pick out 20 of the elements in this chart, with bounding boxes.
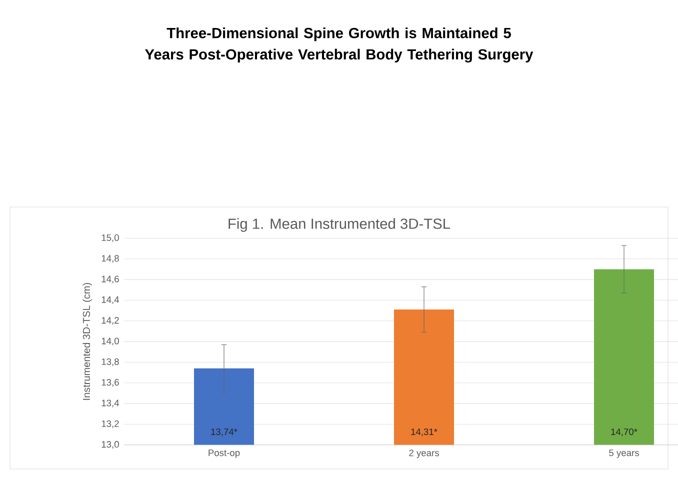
x-tick-label: 5 years — [609, 450, 639, 458]
y-tick-label: 13,6 — [102, 379, 119, 387]
data-label: 14,70* — [611, 428, 638, 436]
data-label: 13,74* — [211, 428, 238, 436]
y-tick-label: 13,4 — [102, 400, 120, 408]
y-tick-label: 14,0 — [102, 338, 119, 346]
y-tick-label: 15,0 — [102, 234, 119, 242]
y-tick-label: 13,8 — [102, 358, 119, 366]
y-tick-label: 14,2 — [102, 317, 119, 325]
x-tick-label: Post-op — [208, 450, 240, 458]
y-axis-title: Instrumented 3D-TSL (cm) — [82, 283, 92, 400]
y-tick-label: 14,8 — [102, 255, 119, 263]
chart-title: Three-Dimensional Spine Growth is Maintained 5 Years Post-Operative Vertebral Body Tethering Surgery — [144, 27, 534, 63]
chart-subtitle: Fig 1. Mean Instrumented 3D-TSL — [228, 218, 450, 232]
data-label: 14,31* — [411, 428, 438, 436]
y-tick-label: 14,4 — [102, 296, 120, 304]
x-tick-label: 2 years — [409, 450, 439, 458]
y-tick-label: 13,2 — [102, 420, 119, 428]
y-tick-label: 13,0 — [102, 441, 119, 449]
y-tick-label: 14,6 — [102, 276, 119, 284]
